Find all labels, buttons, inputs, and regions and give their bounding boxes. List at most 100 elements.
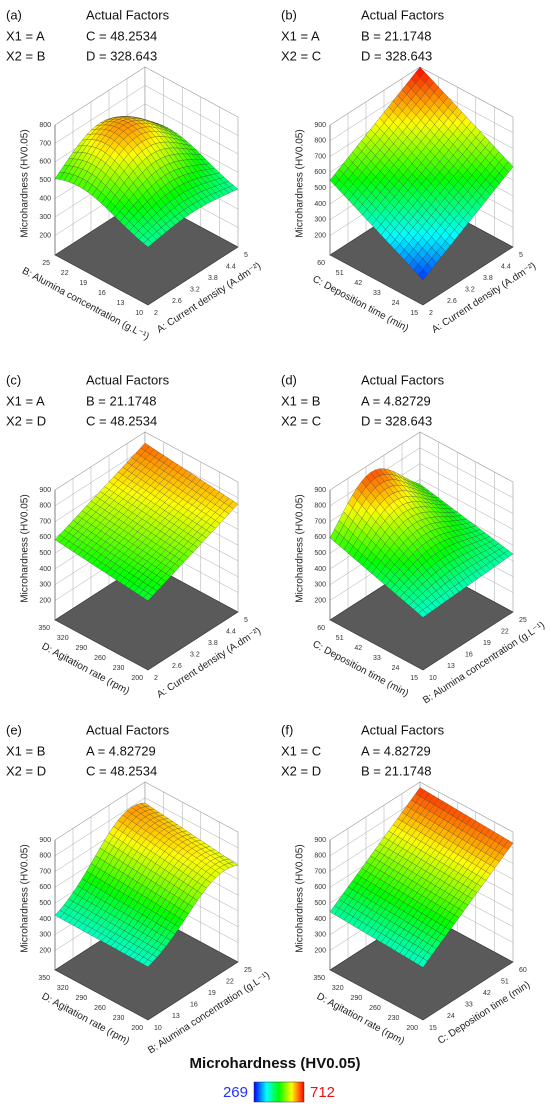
factors-heading: Actual Factors — [86, 372, 170, 387]
wall-grid-line — [329, 431, 514, 491]
surface-patch — [143, 239, 153, 248]
x2-text: X2 = C — [281, 413, 321, 428]
z-axis-label: Microhardness (HV0.05) — [20, 494, 31, 602]
z-tick-label: 900 — [39, 487, 51, 494]
x-tick-label: 22 — [501, 628, 509, 635]
color-bar — [253, 1081, 305, 1103]
surface-patch — [418, 269, 428, 281]
x-tick-label: 5 — [244, 617, 248, 624]
z-tick-label: 700 — [314, 153, 326, 160]
y-tick-label: 260 — [94, 1005, 106, 1012]
x1-text: X1 = A — [6, 28, 45, 43]
x-tick-label: 3.2 — [190, 287, 200, 294]
x2-text: X2 = D — [6, 413, 46, 428]
surface-patch — [143, 959, 153, 967]
y-tick-label: 51 — [336, 270, 344, 277]
panel: (d) Actual Factors X1 = B X2 = C A = 4.82729… — [281, 372, 547, 706]
x-tick-label: 2.6 — [447, 298, 457, 305]
y-tick-label: 60 — [317, 260, 325, 267]
y-tick-label: 200 — [131, 1025, 143, 1032]
x-tick-label: 3.8 — [483, 275, 493, 282]
z-tick-label: 700 — [39, 868, 51, 875]
x1-text: X1 = A — [6, 393, 45, 408]
panel-label: (d) — [281, 372, 297, 387]
x-tick-label: 24 — [447, 1013, 455, 1020]
z-tick-label: 900 — [314, 122, 326, 129]
x-tick-label: 3.8 — [208, 275, 218, 282]
z-tick-label: 900 — [314, 837, 326, 844]
y-tick-label: 350 — [38, 975, 50, 982]
z-tick-label: 200 — [314, 597, 326, 604]
x-tick-label: 3.2 — [190, 652, 200, 659]
factor-2: C = 48.2534 — [86, 763, 157, 778]
x-tick-label: 19 — [208, 990, 216, 997]
y-tick-label: 24 — [392, 300, 400, 307]
factor-2: D = 328.643 — [86, 48, 157, 63]
y-tick-label: 25 — [42, 260, 50, 267]
x-tick-label: 2.6 — [172, 663, 182, 670]
z-tick-label: 800 — [39, 503, 51, 510]
z-tick-label: 900 — [39, 837, 51, 844]
z-tick-label: 400 — [39, 916, 51, 923]
panel-label: (a) — [6, 7, 22, 22]
surface-patch — [143, 592, 153, 601]
z-tick-label: 700 — [39, 518, 51, 525]
x1-text: X1 = C — [281, 743, 321, 758]
factors-heading: Actual Factors — [361, 722, 445, 737]
z-tick-label: 800 — [39, 853, 51, 860]
legend-min: 269 — [223, 1084, 248, 1101]
z-tick-label: 600 — [314, 534, 326, 541]
x-tick-label: 22 — [226, 978, 234, 985]
x-tick-label: 2 — [154, 310, 158, 317]
y-tick-label: 10 — [135, 310, 143, 317]
y-tick-label: 16 — [98, 290, 106, 297]
wall-grid-line — [54, 431, 239, 491]
x-tick-label: 15 — [429, 1025, 437, 1032]
x-tick-label: 16 — [190, 1002, 198, 1009]
z-tick-label: 300 — [314, 217, 326, 224]
z-tick-label: 600 — [314, 169, 326, 176]
wall-grid-line — [329, 781, 514, 841]
y-tick-label: 290 — [76, 995, 88, 1002]
z-tick-label: 700 — [314, 518, 326, 525]
y-tick-label: 350 — [313, 975, 325, 982]
factor-2: D = 328.643 — [361, 48, 432, 63]
x2-text: X2 = C — [281, 48, 321, 63]
x1-text: X1 = A — [281, 28, 320, 43]
y-tick-label: 60 — [317, 625, 325, 632]
y-tick-label: 42 — [354, 645, 362, 652]
x-tick-label: 42 — [483, 990, 491, 997]
z-tick-label: 800 — [314, 138, 326, 145]
y-tick-label: 13 — [117, 300, 125, 307]
factor-1: A = 4.82729 — [86, 743, 156, 758]
y-tick-label: 51 — [336, 635, 344, 642]
z-tick-label: 200 — [39, 232, 51, 239]
panel-label: (e) — [6, 722, 22, 737]
z-tick-label: 600 — [39, 534, 51, 541]
y-tick-label: 19 — [79, 280, 87, 287]
z-tick-label: 700 — [39, 140, 51, 147]
y-tick-label: 230 — [113, 1015, 125, 1022]
y-tick-label: 42 — [354, 280, 362, 287]
factor-1: A = 4.82729 — [361, 393, 431, 408]
y-tick-label: 260 — [369, 1005, 381, 1012]
z-tick-label: 400 — [39, 196, 51, 203]
factors-heading: Actual Factors — [86, 7, 170, 22]
y-tick-label: 230 — [113, 665, 125, 672]
x-tick-label: 13 — [447, 663, 455, 670]
z-axis-label: Microhardness (HV0.05) — [295, 129, 306, 237]
z-axis-label: Microhardness (HV0.05) — [295, 844, 306, 952]
z-tick-label: 500 — [314, 900, 326, 907]
factor-2: D = 328.643 — [361, 413, 432, 428]
z-tick-label: 300 — [314, 582, 326, 589]
legend-max: 712 — [310, 1084, 335, 1101]
z-tick-label: 400 — [39, 566, 51, 573]
x-tick-label: 3.8 — [208, 640, 218, 647]
z-tick-label: 600 — [314, 884, 326, 891]
x-tick-label: 16 — [465, 652, 473, 659]
x2-text: X2 = D — [281, 763, 321, 778]
panel: (c) Actual Factors X1 = A X2 = D B = 21.1748… — [6, 372, 263, 700]
z-tick-label: 200 — [314, 232, 326, 239]
panel: (f) Actual Factors X1 = C X2 = D A = 4.82729… — [281, 722, 532, 1047]
panel: (a) Actual Factors X1 = A X2 = B C = 48.2534… — [6, 7, 263, 342]
